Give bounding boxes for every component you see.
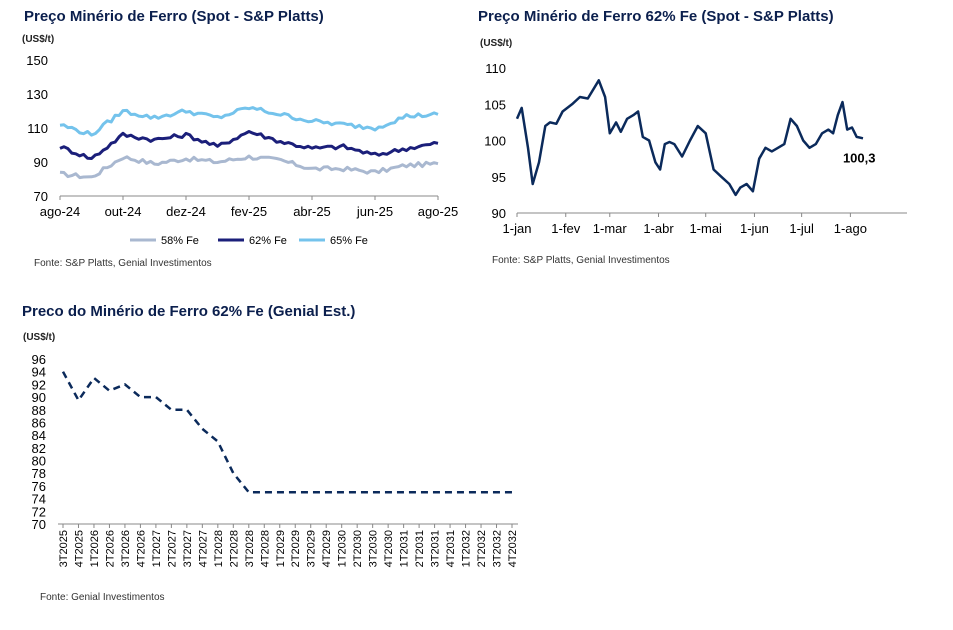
chart3-x-tick-label: 4T2026: [135, 530, 147, 567]
chart1-y-tick-label: 90: [34, 155, 48, 170]
chart1-legend-label: 65% Fe: [330, 235, 368, 247]
chart3-y-tick-label: 96: [32, 352, 46, 367]
chart1-x-tick-label: jun-25: [356, 204, 393, 219]
chart3-y-tick-label: 74: [32, 492, 46, 507]
chart3-x-tick-label: 1T2030: [337, 530, 349, 567]
chart3-x-tick-label: 1T2027: [151, 530, 163, 567]
chart3-y-tick-label: 72: [32, 504, 46, 519]
chart3-y-tick-label: 80: [32, 454, 46, 469]
chart3-x-tick-label: 3T2028: [244, 530, 256, 567]
chart1-x-tick-label: abr-25: [293, 204, 331, 219]
chart1-source: Fonte: S&P Platts, Genial Investimentos: [34, 258, 212, 269]
chart1-legend-label: 58% Fe: [161, 235, 199, 247]
chart2-x-tick-label: 1-fev: [551, 221, 580, 236]
chart3-x-tick-label: 1T2031: [399, 530, 411, 567]
chart2-last-value-label: 100,3: [843, 150, 876, 165]
chart3-x-tick-label: 3T2027: [182, 530, 194, 567]
chart3-y-tick-label: 90: [32, 390, 46, 405]
chart1-series-line: [59, 106, 439, 137]
chart3-y-tick-label: 76: [32, 479, 46, 494]
chart3-y-tick-label: 88: [32, 403, 46, 418]
chart2-x-tick-label: 1-abr: [643, 221, 674, 236]
chart2-unit: (US$/t): [480, 38, 513, 49]
chart1-title: Preço Minério de Ferro (Spot - S&P Platt…: [24, 8, 324, 25]
chart2-source: Fonte: S&P Platts, Genial Investimentos: [492, 255, 670, 266]
chart1-y-tick-label: 130: [26, 87, 48, 102]
chart3-x-tick-label: 3T2030: [368, 530, 380, 567]
chart3-x-tick-label: 3T2029: [306, 530, 318, 567]
chart3-x-tick-label: 2T2028: [228, 530, 240, 567]
chart3-x-tick-label: 3T2031: [430, 530, 442, 567]
chart2-x-tick-label: 1-ago: [834, 221, 867, 236]
chart2-x-tick-label: 1-jan: [503, 221, 532, 236]
chart3-y-tick-label: 78: [32, 466, 46, 481]
chart3-unit: (US$/t): [23, 332, 56, 343]
chart2-x-tick-label: 1-jul: [789, 221, 814, 236]
chart1-y-tick-label: 150: [26, 53, 48, 68]
chart3-title: Preco do Minério de Ferro 62% Fe (Genial…: [22, 303, 356, 320]
chart3-y-tick-label: 94: [32, 365, 46, 380]
chart1-series-line: [59, 154, 439, 180]
chart3-series-line: [61, 371, 512, 494]
chart3-y-tick-label: 84: [32, 428, 46, 443]
chart3-source: Fonte: Genial Investimentos: [40, 592, 165, 603]
chart3-x-tick-label: 3T2025: [58, 530, 70, 567]
chart3-x-tick-label: 1T2032: [461, 530, 473, 567]
chart2-series-line: [515, 79, 864, 197]
chart1-x-tick-label: fev-25: [231, 204, 267, 219]
chart1-series-line: [59, 130, 439, 160]
chart2-x-tick-label: 1-mai: [689, 221, 722, 236]
chart3-x-tick-label: 4T2031: [445, 530, 457, 567]
chart3-y-tick-label: 82: [32, 441, 46, 456]
chart2-y-tick-label: 110: [485, 61, 506, 76]
chart3-x-tick-label: 1T2028: [213, 530, 225, 567]
chart2-y-tick-label: 105: [484, 97, 506, 112]
chart1-y-tick-label: 110: [27, 121, 48, 136]
chart1-legend-label: 62% Fe: [249, 235, 287, 247]
chart3-x-tick-label: 4T2025: [73, 530, 85, 567]
chart3-x-tick-label: 2T2029: [290, 530, 302, 567]
chart3-x-tick-label: 2T2031: [414, 530, 426, 567]
chart3-y-tick-label: 70: [32, 517, 46, 532]
chart1-x-tick-label: ago-25: [418, 204, 458, 219]
chart3-x-tick-label: 4T2029: [321, 530, 333, 567]
chart1-x-tick-label: out-24: [105, 204, 142, 219]
chart2-x-tick-label: 1-mar: [593, 221, 628, 236]
chart3-x-tick-label: 1T2026: [89, 530, 101, 567]
chart1-unit: (US$/t): [22, 34, 55, 45]
chart3-x-tick-label: 3T2026: [120, 530, 132, 567]
chart3-x-tick-label: 2T2030: [352, 530, 364, 567]
chart3-x-tick-label: 4T2027: [197, 530, 209, 567]
chart2-title: Preço Minério de Ferro 62% Fe (Spot - S&…: [478, 8, 834, 25]
chart1-x-tick-label: ago-24: [40, 204, 80, 219]
chart3-x-tick-label: 1T2029: [275, 530, 287, 567]
chart2-x-tick-label: 1-jun: [740, 221, 769, 236]
chart3-y-tick-label: 92: [32, 377, 46, 392]
chart3-x-tick-label: 4T2030: [383, 530, 395, 567]
chart3-y-tick-label: 86: [32, 415, 46, 430]
chart3-x-tick-label: 2T2026: [104, 530, 116, 567]
chart1-y-tick-label: 70: [34, 189, 48, 204]
chart3-x-tick-label: 2T2027: [166, 530, 178, 567]
chart3-x-tick-label: 4T2032: [507, 530, 519, 567]
chart3-x-tick-label: 4T2028: [259, 530, 271, 567]
chart1-x-tick-label: dez-24: [166, 204, 206, 219]
chart3-x-tick-label: 2T2032: [476, 530, 488, 567]
chart2-y-tick-label: 90: [492, 206, 506, 221]
chart2-y-tick-label: 100: [484, 134, 506, 149]
chart2-y-tick-label: 95: [492, 170, 506, 185]
chart3-x-tick-label: 3T2032: [492, 530, 504, 567]
